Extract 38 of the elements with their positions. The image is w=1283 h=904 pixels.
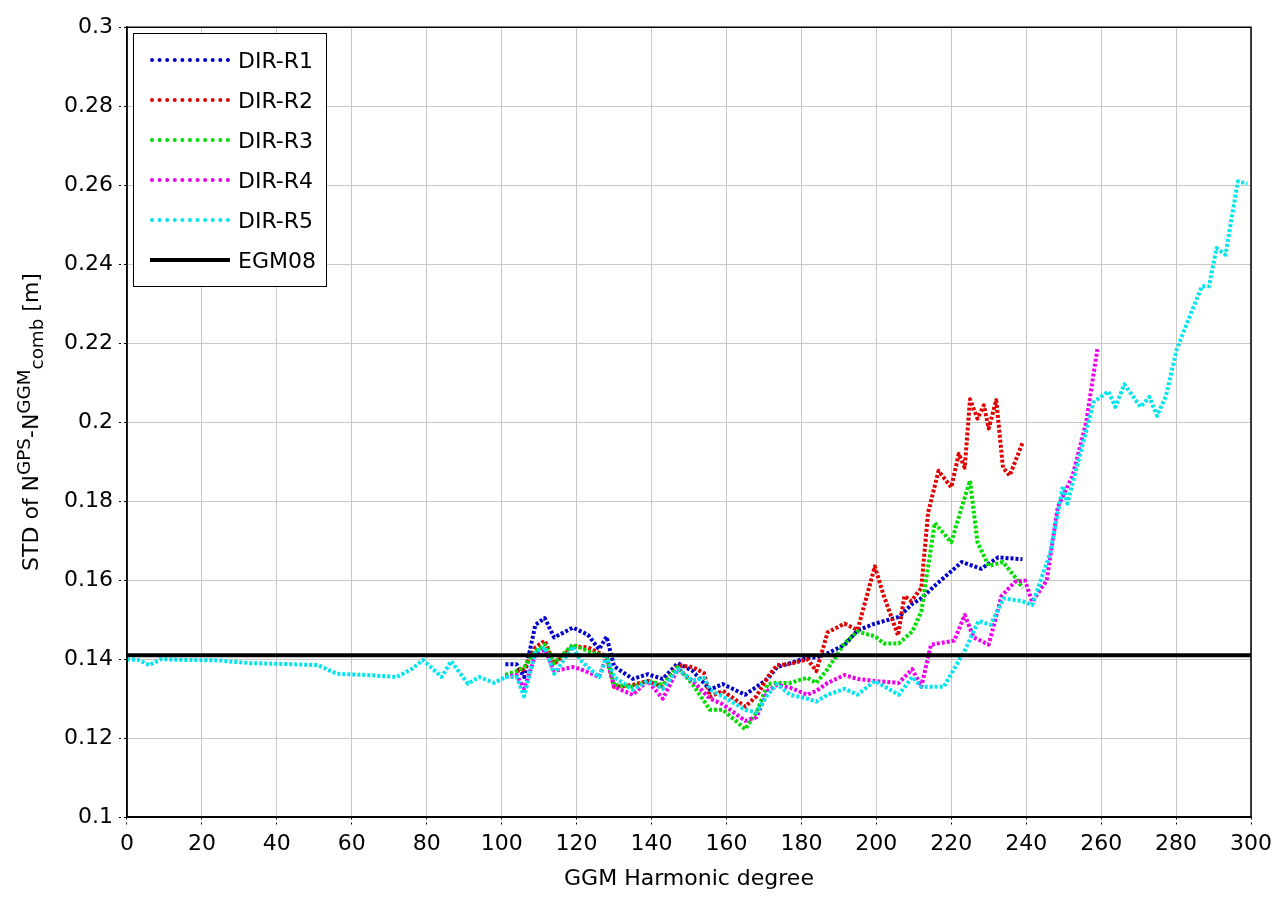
legend-label: EGM08 [237, 247, 316, 273]
legend-label: DIR-R1 [237, 47, 314, 73]
x-tick-label: 120 [555, 830, 598, 856]
x-axis-title: GGM Harmonic degree [564, 864, 814, 890]
x-tick-label: 100 [480, 830, 523, 856]
y-tick-label: 0.18 [64, 486, 113, 512]
legend-label: DIR-R2 [237, 87, 314, 113]
y-tick-label: 0.1 [77, 802, 113, 828]
x-tick-label: 0 [119, 830, 134, 856]
y-tick-label: 0.22 [64, 328, 113, 354]
x-tick-label: 60 [337, 830, 366, 856]
x-tick-label: 40 [262, 830, 291, 856]
x-tick-label: 20 [187, 830, 216, 856]
x-tick-label: 160 [705, 830, 748, 856]
legend-label: DIR-R5 [237, 207, 314, 233]
y-tick-label: 0.26 [64, 170, 113, 196]
x-tick-label: 180 [780, 830, 823, 856]
y-tick-label: 0.2 [77, 407, 113, 433]
legend-label: DIR-R4 [237, 167, 314, 193]
y-tick-label: 0.16 [64, 565, 113, 591]
y-tick-label: 0.28 [64, 91, 113, 117]
x-tick-label: 280 [1155, 830, 1198, 856]
line-series [514, 397, 1025, 709]
y-tick-label: 0.12 [64, 723, 113, 749]
line-series [503, 555, 1025, 697]
x-tick-label: 140 [630, 830, 673, 856]
y-tick-label: 0.24 [64, 249, 113, 275]
legend-label: DIR-R3 [237, 127, 314, 153]
x-tick-label: 260 [1080, 830, 1123, 856]
x-tick-label: 80 [412, 830, 441, 856]
x-tick-label: 300 [1230, 830, 1272, 856]
line-series [503, 478, 1025, 732]
y-tick-label: 0.3 [77, 12, 113, 38]
y-tick-label: 0.14 [64, 644, 113, 670]
x-tick-label: 240 [1005, 830, 1048, 856]
x-tick-label: 220 [930, 830, 973, 856]
x-tick-label: 200 [855, 830, 898, 856]
line-series [503, 347, 1100, 723]
